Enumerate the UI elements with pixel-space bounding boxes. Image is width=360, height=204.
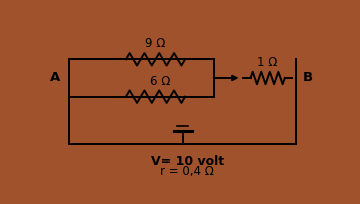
Text: 6 Ω: 6 Ω: [150, 75, 170, 88]
Text: A: A: [50, 71, 60, 84]
Text: r = 0,4 Ω: r = 0,4 Ω: [160, 165, 214, 178]
Text: B: B: [303, 71, 313, 84]
Text: 9 Ω: 9 Ω: [145, 37, 166, 50]
Text: V= 10 volt: V= 10 volt: [150, 154, 224, 167]
Text: 1 Ω: 1 Ω: [257, 56, 278, 69]
